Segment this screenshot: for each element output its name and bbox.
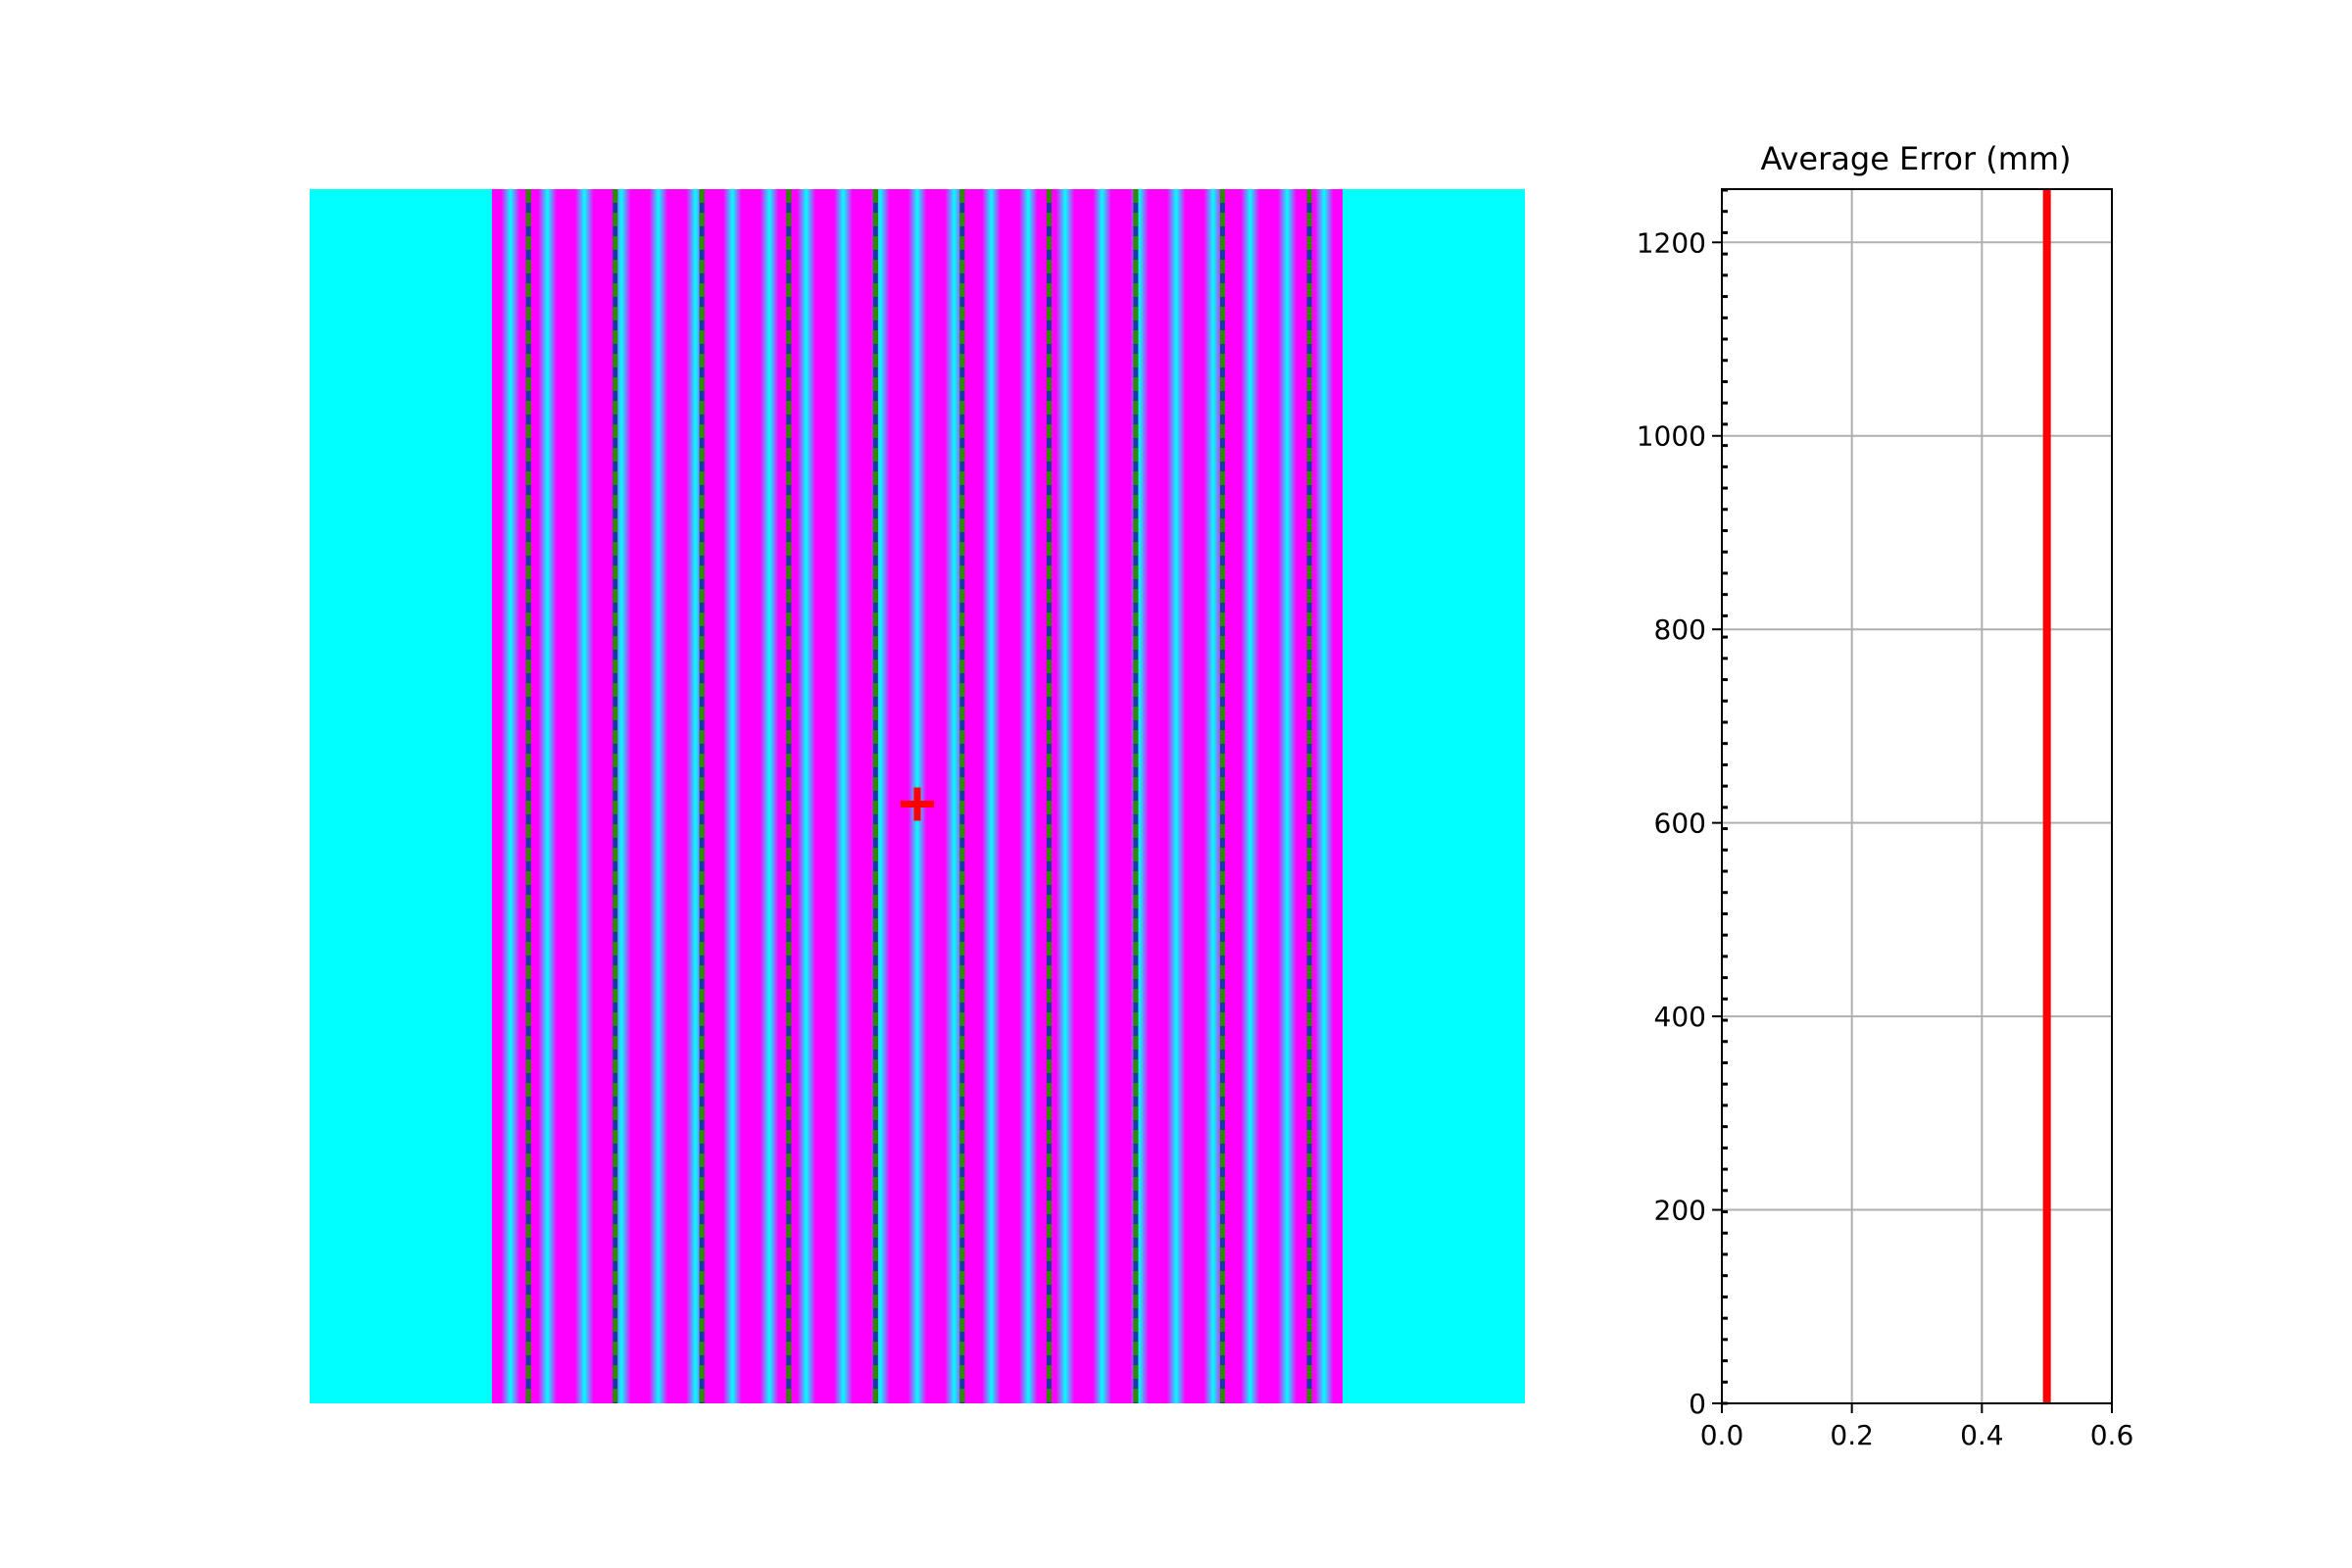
x-tick-label: 0.6 (2090, 1419, 2134, 1451)
plot-frame (1721, 188, 2113, 1404)
y-tick-label: 200 (1654, 1195, 1706, 1227)
y-tick-label: 0 (1689, 1388, 1706, 1420)
y-tick-label: 400 (1654, 1001, 1706, 1033)
y-tick-label: 1000 (1637, 420, 1706, 453)
marker-lines (525, 189, 1312, 1403)
grid-lines (1721, 189, 2113, 1404)
y-tick-label: 800 (1654, 613, 1706, 646)
y-axis-ticks: 0 200 400 600 800 1000 1200 (1637, 226, 1722, 1420)
y-tick-label: 1200 (1637, 226, 1706, 259)
y-tick-label: 600 (1654, 808, 1706, 840)
x-tick-label: 0.0 (1700, 1419, 1744, 1451)
x-axis-ticks: 0.0 0.2 0.4 0.6 (1700, 1403, 2134, 1451)
y-minor-ticks (1722, 188, 1728, 1405)
chart-title: Average Error (mm) (1760, 140, 2071, 177)
fringe-image-panel (310, 189, 1525, 1403)
x-tick-label: 0.4 (1960, 1419, 2004, 1451)
x-tick-label: 0.2 (1830, 1419, 1874, 1451)
center-cross-marker (901, 787, 934, 821)
average-error-panel: Average Error (mm) 0.0 0.2 0.4 0.6 0 200 400 6… (1637, 140, 2134, 1451)
